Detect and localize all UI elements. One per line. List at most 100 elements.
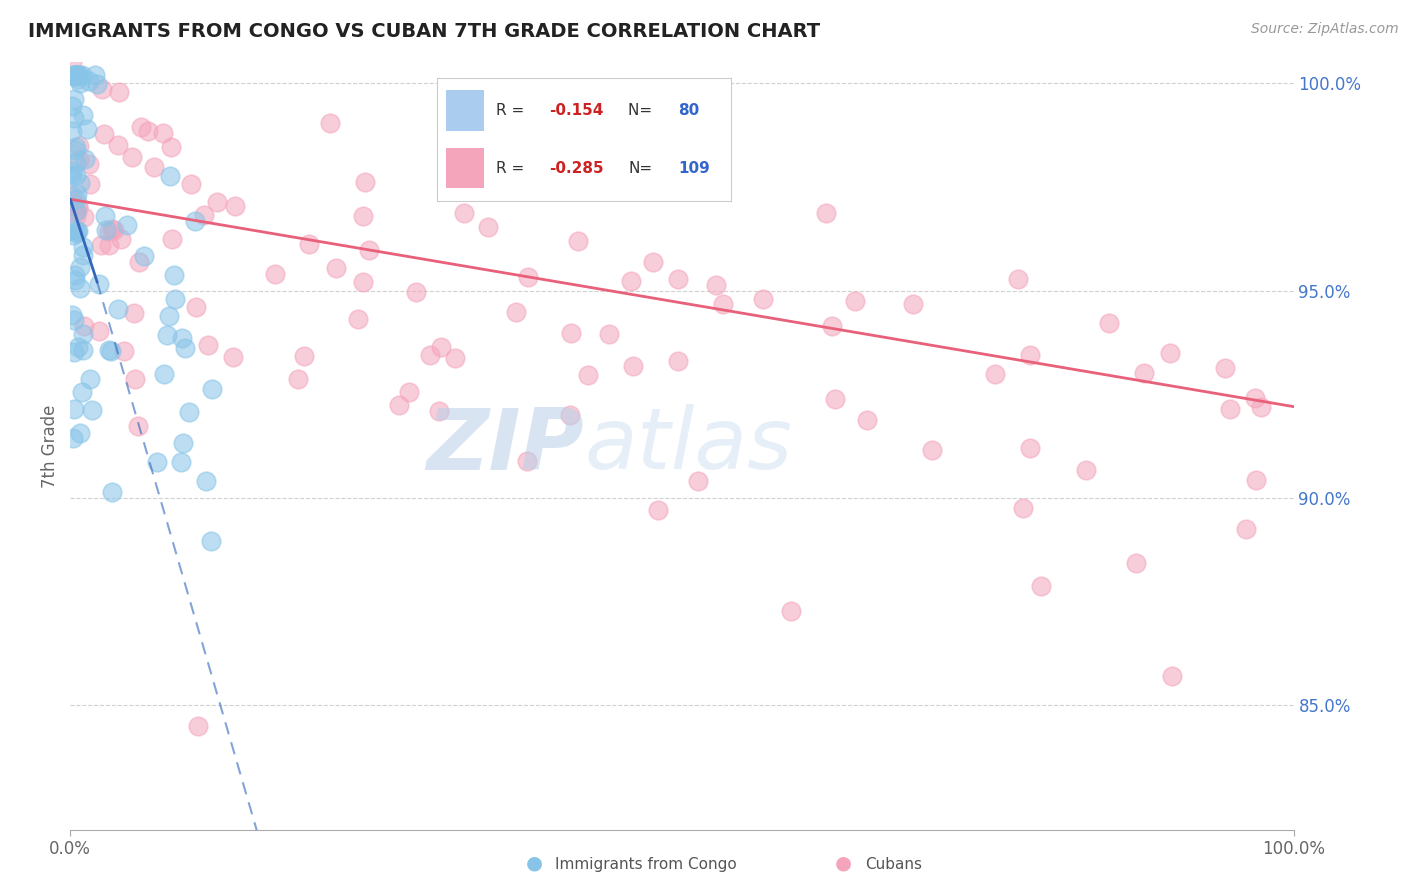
Point [62,431,84,445]
Point [65,203,87,218]
Point [318,116,340,130]
Point [89,324,111,338]
Point [856,413,879,427]
Point [94,209,117,223]
Point [576,368,599,382]
Point [69,76,91,90]
Point [90,238,112,252]
Point [66,68,89,82]
Point [354,175,377,189]
Point [352,275,374,289]
Point [127,418,149,433]
Point [63,268,86,282]
Point [172,435,194,450]
Point [180,178,202,192]
Point [63,402,86,417]
Point [100,344,122,359]
Point [647,503,669,517]
Point [67,68,90,82]
Point [201,382,224,396]
Point [292,349,315,363]
Point [666,271,689,285]
Point [1098,316,1121,330]
Point [598,327,620,342]
Point [66,224,89,238]
Point [183,214,205,228]
Point [1161,669,1184,683]
Point [90,82,112,96]
Point [60,168,83,182]
Point [352,209,374,223]
Point [298,237,321,252]
Point [60,68,83,82]
Point [398,385,420,400]
Point [207,194,229,209]
Point [752,292,775,306]
Point [844,293,866,308]
Point [359,243,381,257]
Point [108,85,131,99]
Point [821,318,844,333]
Point [101,222,124,236]
Point [1250,400,1272,414]
Point [60,99,83,113]
Point [67,72,90,87]
Text: ●: ● [835,854,852,872]
Point [501,182,523,196]
Point [388,399,411,413]
Point [427,404,450,418]
Point [643,255,665,269]
Point [1133,366,1156,380]
Point [66,187,89,202]
Point [153,367,176,381]
Point [73,152,96,166]
Point [66,68,89,82]
Point [65,273,87,287]
Point [72,240,94,254]
Point [69,260,91,274]
Point [901,297,924,311]
Point [73,210,96,224]
Point [200,534,222,549]
Point [1244,473,1267,487]
Text: ●: ● [526,854,543,872]
Point [65,156,87,170]
Point [620,274,643,288]
Point [63,68,86,82]
Point [69,176,91,190]
Point [1219,402,1241,417]
Point [72,343,94,357]
Point [97,238,120,252]
Point [112,344,135,359]
Point [558,408,581,422]
Point [621,359,644,373]
Point [1019,348,1042,362]
Point [62,223,84,237]
Text: Source: ZipAtlas.com: Source: ZipAtlas.com [1251,22,1399,37]
Point [73,319,96,334]
Point [60,164,83,178]
Point [60,308,83,322]
Point [921,443,943,458]
Point [65,168,87,182]
Point [505,305,527,319]
Point [107,138,129,153]
Y-axis label: 7th Grade: 7th Grade [41,404,59,488]
Text: atlas: atlas [583,404,792,488]
Point [63,344,86,359]
Point [72,108,94,122]
Point [155,327,177,342]
Point [142,160,165,174]
Point [187,719,209,733]
Point [1234,522,1257,536]
Point [79,177,101,191]
Point [224,199,246,213]
Point [94,223,117,237]
Point [197,338,219,352]
Point [67,202,90,216]
Point [193,208,215,222]
Point [347,311,370,326]
Point [83,68,105,82]
Point [516,269,538,284]
Point [66,68,89,82]
